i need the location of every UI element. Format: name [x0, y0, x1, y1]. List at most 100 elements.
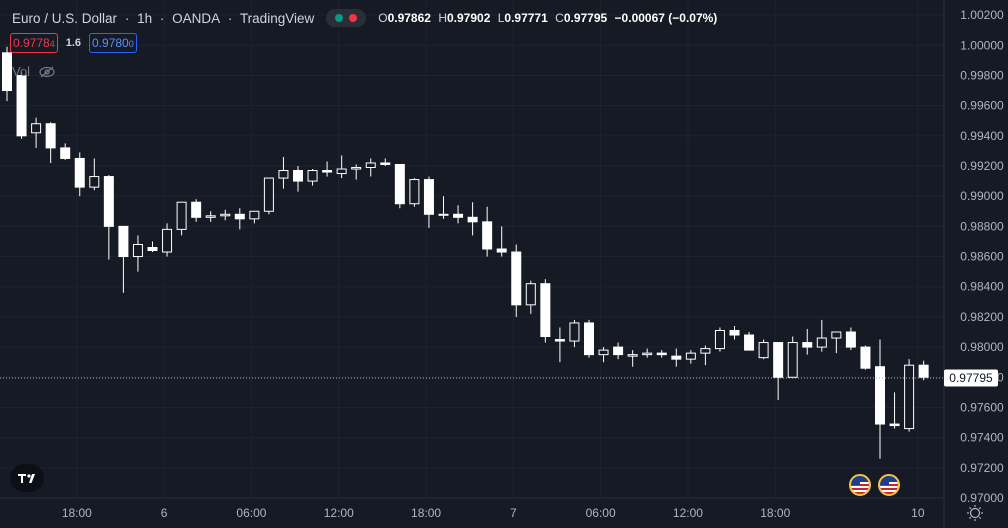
candle-body — [351, 167, 362, 170]
sun-settings-icon[interactable] — [967, 505, 983, 521]
candle — [467, 202, 478, 236]
candle-body — [598, 349, 609, 356]
candle — [554, 327, 565, 363]
x-tick-label: 06:00 — [236, 506, 266, 520]
candles — [2, 46, 929, 459]
candle-body — [700, 348, 711, 354]
candle — [525, 280, 536, 314]
y-tick-label: 0.99800 — [960, 68, 1004, 82]
candle — [845, 327, 856, 351]
candle-body — [438, 213, 449, 216]
volume-indicator[interactable]: Vol — [12, 64, 56, 79]
eye-off-icon[interactable] — [38, 66, 56, 78]
candle — [773, 342, 784, 400]
us-flag-icon[interactable] — [878, 474, 900, 496]
y-tick-label: 0.98600 — [960, 250, 1004, 264]
candle-body — [554, 339, 565, 342]
candle — [409, 178, 420, 207]
ohlc-values: O0.97862 H0.97902 L0.97771 C0.97795 −0.0… — [378, 11, 718, 25]
volume-label: Vol — [12, 64, 31, 79]
candle-body — [584, 322, 594, 356]
x-tick-label: 06:00 — [586, 506, 616, 520]
candle — [307, 169, 318, 186]
close-value: 0.97795 — [563, 11, 608, 25]
y-tick-label: 0.97200 — [960, 461, 1004, 475]
candle — [758, 339, 769, 360]
market-closed-dot-icon — [349, 14, 358, 22]
candle — [278, 156, 289, 189]
candle-body — [74, 157, 85, 188]
candle-body — [394, 163, 405, 205]
candle — [60, 143, 71, 160]
candle — [118, 225, 129, 293]
candle — [482, 206, 493, 257]
y-tick-label: 0.98200 — [960, 310, 1004, 324]
candle-body — [409, 179, 420, 205]
market-open-dot-icon — [335, 14, 344, 22]
candle — [831, 331, 842, 354]
candle — [423, 176, 434, 228]
candle — [438, 196, 449, 219]
candle — [787, 336, 798, 378]
candle — [613, 342, 624, 360]
candle-body — [744, 334, 755, 351]
candle-body — [496, 248, 507, 253]
x-tick-label: 18:00 — [760, 506, 790, 520]
candle-body — [278, 170, 289, 179]
candle-body — [671, 355, 682, 360]
symbol-title[interactable]: Euro / U.S. Dollar · 1h · OANDA · Tradin… — [12, 10, 315, 26]
buy-button[interactable]: 0.97800 — [89, 33, 137, 53]
symbol-name: Euro / U.S. Dollar — [12, 10, 118, 26]
change-value: −0.00067 (−0.07%) — [614, 11, 718, 25]
candle-body — [860, 346, 871, 369]
y-tick-label: 0.99600 — [960, 99, 1004, 113]
candle-body — [60, 147, 71, 159]
low-value: 0.97771 — [504, 11, 548, 25]
us-flag-icon[interactable] — [849, 474, 871, 496]
candle — [627, 350, 638, 367]
candle — [889, 392, 900, 429]
candle — [540, 279, 551, 343]
time-axis[interactable]: 18:00 6 06:00 12:00 18:00 7 06:00 12:00 18:00 10 — [62, 506, 925, 520]
y-tick-label: 0.99000 — [960, 189, 1004, 203]
open-value: 0.97862 — [387, 11, 431, 25]
current-price-badge: 0.97795 — [944, 369, 998, 387]
candle-body — [103, 176, 114, 227]
candle — [904, 359, 915, 432]
candle — [45, 122, 56, 163]
candle — [714, 327, 725, 352]
candle-body — [322, 170, 333, 173]
candle — [700, 345, 711, 366]
candle — [293, 166, 303, 192]
candle — [351, 164, 362, 180]
candle — [875, 339, 885, 459]
spread-value: 1.6 — [65, 37, 82, 49]
y-tick-label: 0.99400 — [960, 129, 1004, 143]
symbol-legend[interactable]: Euro / U.S. Dollar · 1h · OANDA · Tradin… — [12, 9, 721, 27]
candle — [132, 235, 143, 272]
candle-body — [729, 329, 740, 336]
interval: 1h — [137, 10, 153, 26]
candle — [380, 158, 391, 166]
candle — [816, 319, 827, 352]
candle-body — [205, 215, 216, 218]
candle-body — [453, 213, 464, 218]
candle-body — [875, 366, 885, 425]
sell-button[interactable]: 0.97784 — [10, 33, 58, 53]
current-price-label: 0.97795 — [949, 371, 993, 385]
y-tick-label: 0.97400 — [960, 431, 1004, 445]
market-status-dots[interactable] — [326, 9, 367, 27]
candle-body — [293, 170, 303, 182]
candle — [234, 208, 245, 230]
candle-body — [642, 352, 653, 356]
candle — [365, 158, 376, 177]
tradingview-logo[interactable] — [10, 464, 44, 492]
trade-panel: 0.97784 1.6 0.97800 — [10, 33, 137, 53]
candle-body — [816, 337, 827, 348]
x-tick-label: 12:00 — [673, 506, 703, 520]
x-tick-label: 6 — [161, 506, 168, 520]
price-axis[interactable]: 1.00200 1.00000 0.99800 0.99600 0.99400 0.992… — [960, 8, 1004, 505]
platform: TradingView — [239, 10, 315, 26]
candle — [744, 332, 755, 351]
